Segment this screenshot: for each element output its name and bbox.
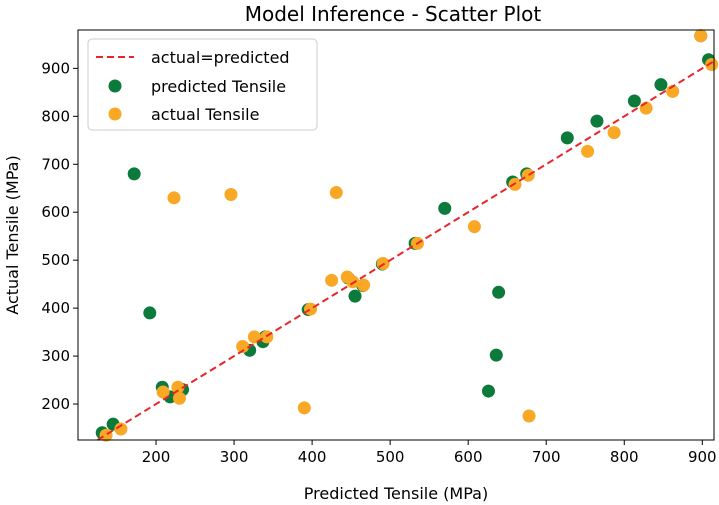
actual-point <box>694 29 708 43</box>
x-tick-label: 200 <box>142 448 171 466</box>
y-tick-label: 500 <box>41 251 70 269</box>
actual-point <box>171 380 185 394</box>
actual-point <box>325 273 339 287</box>
x-tick-label: 300 <box>220 448 249 466</box>
legend-label-predicted: predicted Tensile <box>151 77 286 96</box>
chart-title: Model Inference - Scatter Plot <box>245 2 542 26</box>
actual-point <box>236 339 250 353</box>
legend: actual=predicted predicted Tensile actua… <box>87 38 318 131</box>
axis-ticks: 200 300 400 500 600 700 800 900 200 300 400 500 600 7… <box>41 59 716 466</box>
predicted-point <box>127 167 141 181</box>
actual-point <box>357 278 371 292</box>
predicted-point <box>143 306 157 320</box>
x-tick-label: 600 <box>454 448 483 466</box>
predicted-point <box>560 131 574 145</box>
actual-point <box>304 302 318 316</box>
actual-point <box>224 187 238 201</box>
actual-point <box>705 58 719 72</box>
y-tick-label: 700 <box>41 155 70 173</box>
y-tick-label: 800 <box>41 107 70 125</box>
predicted-point <box>654 78 668 92</box>
legend-label-reference: actual=predicted <box>151 48 290 67</box>
actual-point <box>297 401 311 415</box>
y-tick-label: 300 <box>41 347 70 365</box>
actual-point <box>247 330 261 344</box>
actual-point <box>172 391 186 405</box>
plot-frame <box>77 29 715 441</box>
actual-point <box>521 168 535 182</box>
x-tick-label: 400 <box>298 448 327 466</box>
actual-point <box>581 144 595 158</box>
x-tick-label: 500 <box>376 448 405 466</box>
x-tick-label: 800 <box>610 448 639 466</box>
predicted-point <box>627 94 641 108</box>
legend-label-actual: actual Tensile <box>151 105 259 124</box>
predicted-point <box>590 114 604 128</box>
actual-point <box>329 186 343 200</box>
x-tick-label: 700 <box>532 448 561 466</box>
predicted-point <box>348 289 362 303</box>
actual-point <box>156 385 170 399</box>
actual-point <box>346 275 360 289</box>
y-axis-label: Actual Tensile (MPa) <box>3 155 22 314</box>
y-tick-label: 900 <box>41 59 70 77</box>
actual-point <box>607 126 621 140</box>
actual-point <box>114 422 128 436</box>
legend-marker-predicted <box>108 79 122 93</box>
y-tick-label: 200 <box>41 395 70 413</box>
predicted-point <box>481 384 495 398</box>
predicted-point <box>489 348 503 362</box>
legend-box <box>87 38 318 131</box>
actual-point <box>467 220 481 234</box>
predicted-point <box>492 285 506 299</box>
y-tick-label: 400 <box>41 299 70 317</box>
x-tick-label: 900 <box>688 448 717 466</box>
actual-point <box>167 191 181 205</box>
legend-marker-actual <box>108 107 122 121</box>
y-tick-label: 600 <box>41 203 70 221</box>
x-axis-label: Predicted Tensile (MPa) <box>304 484 488 503</box>
predicted-point <box>438 201 452 215</box>
actual-point <box>522 409 536 423</box>
